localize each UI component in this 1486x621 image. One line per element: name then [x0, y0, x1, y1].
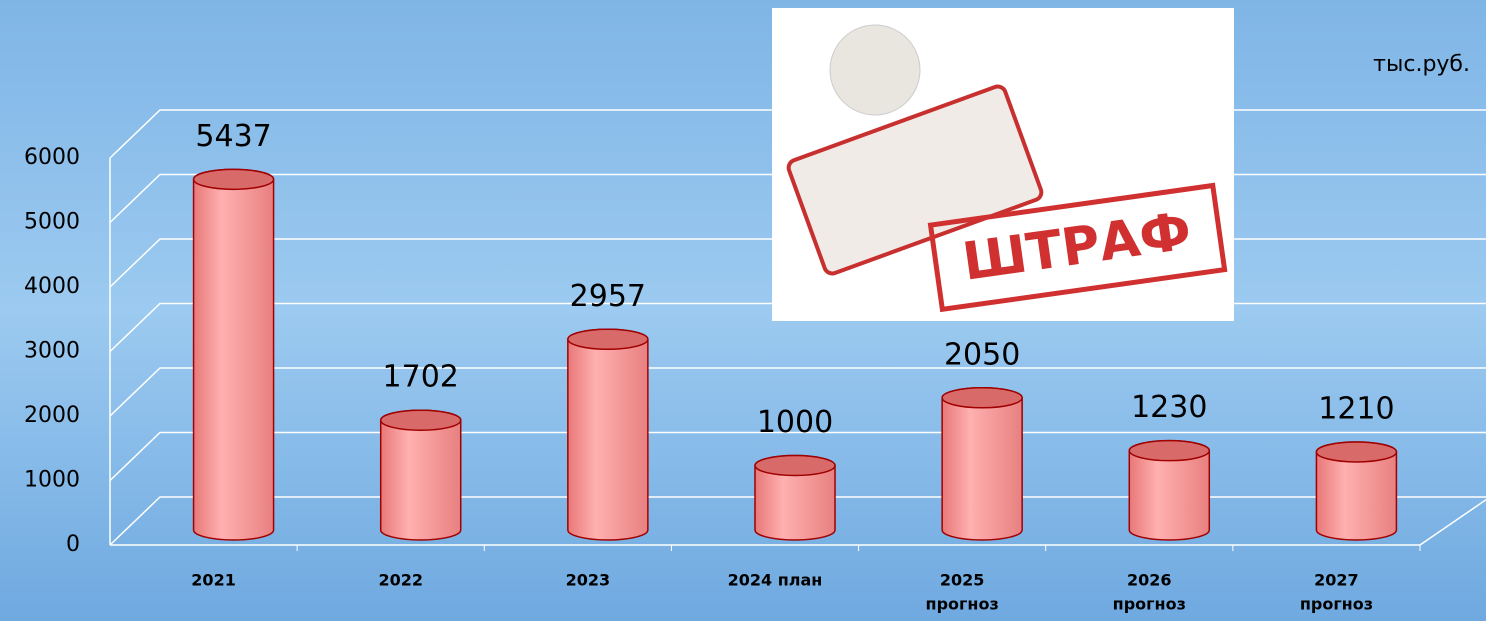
bar-top [192, 168, 275, 191]
y-tick-label: 4000 [24, 274, 80, 299]
y-tick-label: 6000 [24, 145, 80, 170]
value-label: 1702 [383, 360, 459, 395]
bar [567, 328, 649, 541]
y-tick-label: 0 [66, 532, 80, 557]
stamp-body [786, 84, 1044, 276]
bar-top [379, 409, 462, 431]
x-tick-label: 2022 [378, 571, 423, 590]
y-tick-label: 5000 [24, 210, 80, 235]
picture: ШТРАФ [772, 8, 1234, 321]
grid-line [109, 496, 1486, 546]
stamp-imprint [927, 182, 1228, 313]
y-tick-label: 3000 [24, 339, 80, 364]
bar [941, 387, 1023, 541]
x-tick-label: прогноз [1300, 595, 1373, 614]
value-label: 1210 [1318, 391, 1394, 426]
y-tick-label: 2000 [24, 403, 80, 428]
value-label: 1230 [1131, 390, 1207, 425]
unit-label: тыс.руб. [1373, 52, 1470, 77]
bar-top [1315, 441, 1398, 463]
x-tick-label: 2027 [1314, 571, 1359, 590]
value-label: 5437 [195, 119, 271, 154]
bar-top [567, 328, 649, 351]
grid-line [109, 431, 1486, 482]
bar-top [754, 454, 836, 477]
x-tick-label: прогноз [926, 595, 999, 614]
value-label: 2957 [570, 279, 646, 314]
x-tick-label: 2023 [566, 571, 611, 590]
x-tick-label: 2026 [1127, 571, 1172, 590]
y-tick-label: 1000 [24, 468, 80, 493]
value-label: 2050 [944, 337, 1020, 372]
x-tick-label: 2024 план [728, 571, 823, 590]
bar-top [1128, 439, 1211, 462]
x-tick-label: 2021 [191, 571, 236, 590]
bar [192, 168, 275, 541]
value-label: 1000 [757, 405, 833, 440]
bar-top [941, 387, 1023, 409]
x-tick-label: 2025 [940, 571, 985, 590]
grid-line [109, 367, 1486, 417]
stamp-handle [829, 24, 921, 116]
x-tick-label: прогноз [1113, 595, 1186, 614]
